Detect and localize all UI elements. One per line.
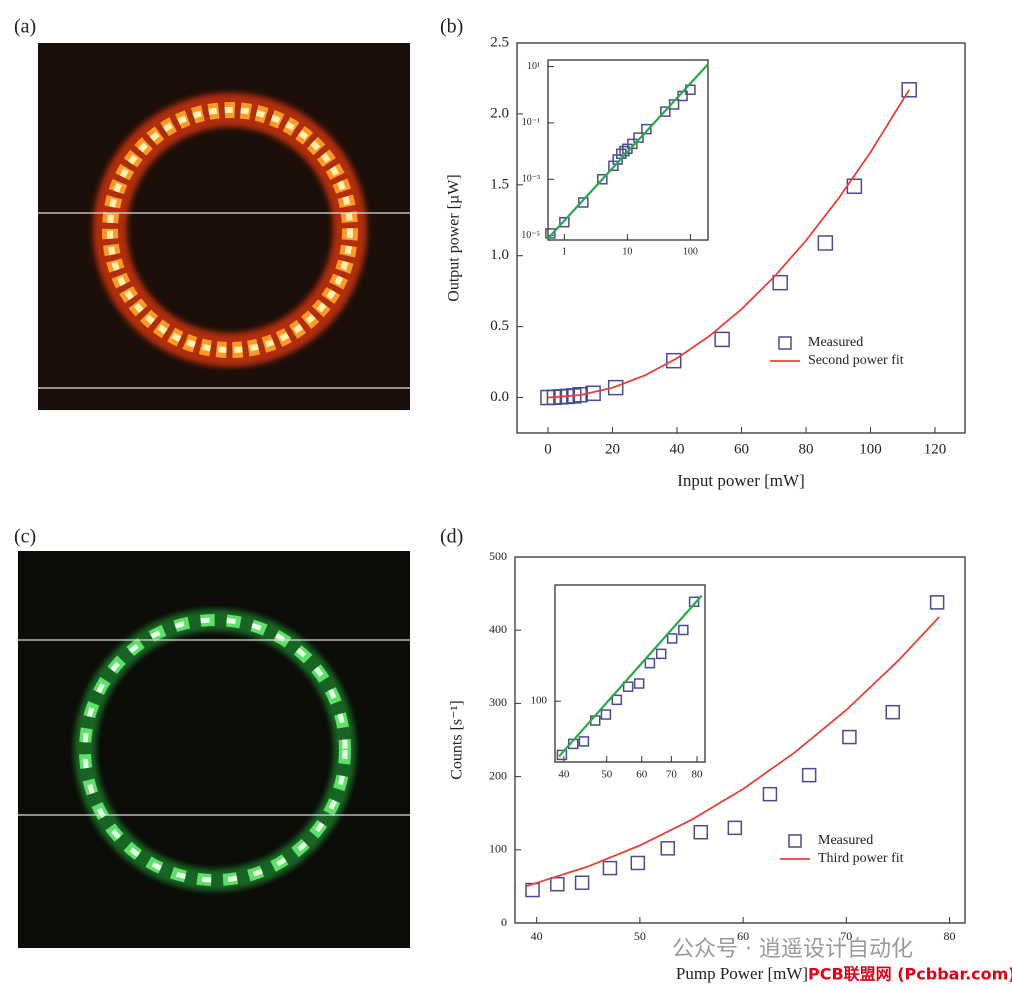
fit-line xyxy=(547,89,910,399)
x-tick-label: 40 xyxy=(531,929,543,943)
data-point xyxy=(693,824,709,840)
x-tick-label: 60 xyxy=(734,441,749,457)
data-point xyxy=(660,106,671,117)
y-tick-label: 0 xyxy=(501,915,507,929)
y-tick-label: 10⁻¹ xyxy=(522,117,540,128)
y-tick-label: 100 xyxy=(489,842,507,856)
legend-label: Third power fit xyxy=(818,851,904,866)
watermark: PCB联盟网 (Pcbbar.com) xyxy=(808,965,1012,984)
panel-label: (b) xyxy=(440,16,463,38)
data-point xyxy=(641,123,652,135)
x-tick-label: 80 xyxy=(692,769,704,781)
y-tick-label: 300 xyxy=(489,695,507,709)
y-tick-label: 10¹ xyxy=(527,61,540,72)
x-tick-label: 0 xyxy=(544,441,552,457)
data-point xyxy=(801,767,817,783)
data-point xyxy=(817,235,834,251)
x-tick-label: 100 xyxy=(683,246,698,257)
y-tick-label: 2.5 xyxy=(490,34,509,50)
data-point xyxy=(572,386,588,403)
data-point xyxy=(602,860,618,876)
data-point xyxy=(627,138,638,150)
data-point xyxy=(633,132,644,143)
data-point xyxy=(597,174,608,185)
data-point xyxy=(772,274,788,291)
data-point xyxy=(644,657,656,669)
data-point xyxy=(666,633,678,644)
legend-swatch xyxy=(788,834,802,848)
y-tick-label: 2.0 xyxy=(490,105,509,121)
data-point xyxy=(678,624,689,636)
fit-line xyxy=(526,616,940,888)
x-tick-label: 70 xyxy=(840,929,852,943)
data-point xyxy=(688,596,700,608)
x-axis-label: Pump Power [mW] xyxy=(676,964,808,983)
x-tick-label: 60 xyxy=(737,929,749,943)
watermark: 公众号 · 逍遥设计自动化 xyxy=(672,937,913,962)
y-axis-label: Output power [µW] xyxy=(446,174,463,301)
x-tick-label: 70 xyxy=(666,769,678,781)
x-tick-label: 10 xyxy=(622,246,632,257)
fit-line xyxy=(558,594,703,758)
data-point xyxy=(727,820,743,836)
y-tick-label: 500 xyxy=(489,549,507,563)
y-tick-label: 1.0 xyxy=(490,247,509,263)
legend-label: Measured xyxy=(818,833,873,848)
data-point xyxy=(600,709,612,720)
data-point xyxy=(901,82,917,98)
data-point xyxy=(611,694,623,706)
legend-swatch xyxy=(778,336,792,350)
data-point xyxy=(556,749,568,761)
x-tick-label: 100 xyxy=(859,441,882,457)
x-tick-label: 80 xyxy=(944,929,956,943)
legend-label: Second power fit xyxy=(808,353,904,368)
data-point xyxy=(578,197,589,208)
y-tick-label: 10⁻³ xyxy=(522,174,540,185)
x-tick-label: 40 xyxy=(558,769,570,781)
image-a xyxy=(38,43,410,410)
x-axis-label: Input power [mW] xyxy=(677,471,804,490)
data-point xyxy=(714,331,730,348)
x-tick-label: 1 xyxy=(562,246,567,257)
data-point xyxy=(633,678,645,689)
fit-line xyxy=(547,63,709,240)
panel-label: (a) xyxy=(14,16,36,38)
data-point xyxy=(660,841,676,856)
y-axis-label: Counts [s⁻¹] xyxy=(449,700,466,779)
x-tick-label: 50 xyxy=(601,769,613,781)
data-point xyxy=(607,379,624,396)
y-tick-label: 200 xyxy=(489,768,507,782)
data-point xyxy=(559,216,570,228)
image-c xyxy=(18,551,410,948)
data-point xyxy=(929,595,945,610)
legend-label: Measured xyxy=(808,335,863,350)
x-tick-label: 60 xyxy=(636,769,648,781)
data-point xyxy=(578,736,590,747)
x-tick-label: 120 xyxy=(924,441,947,457)
y-tick-label: 0.5 xyxy=(490,318,509,334)
x-tick-label: 50 xyxy=(634,929,646,943)
panel-label: (c) xyxy=(14,526,36,548)
y-tick-label: 1.5 xyxy=(490,176,509,192)
y-tick-label: 400 xyxy=(489,622,507,636)
data-point xyxy=(655,648,667,660)
x-tick-label: 80 xyxy=(798,441,813,457)
data-point xyxy=(630,855,646,871)
panel-label: (d) xyxy=(440,526,463,548)
x-tick-label: 20 xyxy=(605,441,620,457)
data-point xyxy=(545,228,556,239)
data-point xyxy=(622,681,634,692)
data-point xyxy=(574,875,590,890)
data-point xyxy=(550,876,565,892)
data-point xyxy=(842,729,857,745)
x-tick-label: 40 xyxy=(669,441,684,457)
y-tick-label: 10⁻⁵ xyxy=(521,230,540,241)
y-tick-label: 0.0 xyxy=(490,389,509,405)
y-tick-label: 100 xyxy=(531,695,548,707)
data-point xyxy=(762,786,778,802)
data-point xyxy=(885,704,901,720)
data-point xyxy=(666,352,682,369)
